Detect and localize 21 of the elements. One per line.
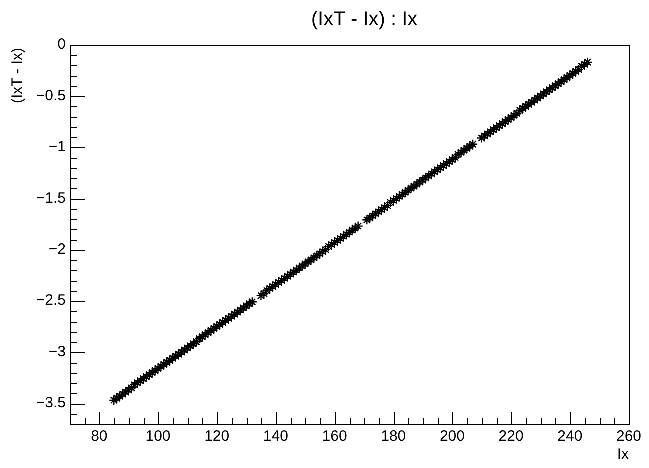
x-axis-title: Ix — [617, 446, 630, 464]
chart-title: (IxT - Ix) : Ix — [311, 8, 418, 31]
x-tick-label: 260 — [616, 428, 642, 446]
x-tick-label: 200 — [440, 428, 465, 446]
y-tick-label: −2 — [48, 241, 66, 258]
x-tick-label: 120 — [204, 428, 230, 446]
x-tick-label: 140 — [263, 428, 288, 446]
x-tick-label: 220 — [498, 428, 524, 446]
y-tick-label: 0 — [58, 36, 66, 54]
y-tick-label: −2.5 — [36, 292, 66, 310]
x-tick-label: 160 — [322, 428, 348, 446]
y-tick-label: −3 — [48, 343, 66, 360]
y-axis-title: (IxT - Ix) — [9, 48, 26, 104]
x-tick-label: 180 — [381, 428, 406, 446]
x-tick-label: 240 — [558, 428, 583, 446]
y-tick-label: −1.5 — [36, 190, 66, 207]
x-tick-label: 80 — [91, 428, 108, 446]
y-tick-label: −3.5 — [36, 394, 66, 412]
y-tick-label: −1 — [48, 138, 66, 156]
x-tick-label: 100 — [146, 428, 171, 446]
y-tick-label: −0.5 — [36, 87, 66, 104]
